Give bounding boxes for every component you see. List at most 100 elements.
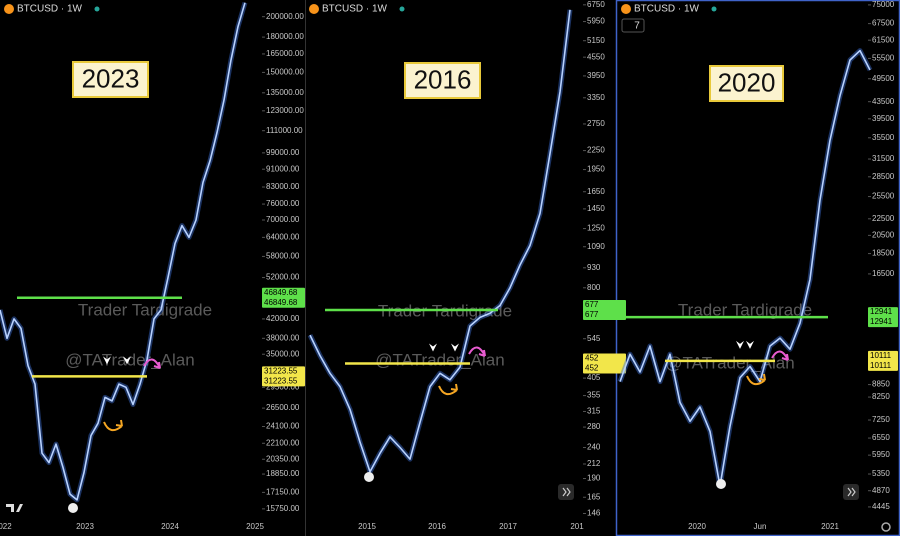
y-tick-label: 52000.00 bbox=[266, 273, 300, 282]
year-box bbox=[709, 65, 784, 102]
time-label: 201 bbox=[570, 522, 584, 531]
badge-box[interactable] bbox=[621, 18, 645, 33]
orange-arrow bbox=[103, 419, 123, 432]
y-tick-label: 165 bbox=[587, 492, 601, 501]
year-label: 2023 bbox=[82, 63, 140, 93]
y-tick-label: 39500 bbox=[872, 114, 895, 123]
y-tick-label: 200000.00 bbox=[266, 12, 304, 21]
y-tick-label: 64000.00 bbox=[266, 232, 300, 241]
y-tick-label: 28500 bbox=[872, 172, 895, 181]
y-tick-label: 1650 bbox=[587, 187, 605, 196]
y-tick-label: 20500 bbox=[872, 230, 895, 239]
panel-title: BTCUSD · 1W bbox=[322, 4, 388, 15]
y-tick-label: 83000.00 bbox=[266, 182, 300, 191]
price-tag-label: 31223.55 bbox=[264, 366, 298, 375]
low-marker bbox=[68, 503, 78, 513]
price-tag bbox=[583, 353, 626, 374]
chart-panel: BTCUSD · 1W Trader Tardigrade @TATrader_Al… bbox=[0, 1, 305, 531]
y-tick-label: 31500 bbox=[872, 154, 895, 163]
pink-arrow bbox=[143, 358, 161, 369]
y-tick-label: 20350.00 bbox=[266, 454, 300, 463]
y-tick-label: 280 bbox=[587, 422, 601, 431]
y-tick-label: 315 bbox=[587, 407, 601, 416]
y-tick-label: 61500 bbox=[872, 35, 895, 44]
top-marker bbox=[451, 343, 459, 352]
y-tick-label: 16500 bbox=[872, 269, 895, 278]
y-tick-label: 18850.00 bbox=[266, 469, 300, 478]
year-box bbox=[404, 62, 481, 99]
y-tick-label: 49500 bbox=[872, 74, 895, 83]
y-tick-label: 355 bbox=[587, 391, 601, 400]
watermark: Trader Tardigrade bbox=[678, 300, 812, 319]
y-tick-label: 70000.00 bbox=[266, 215, 300, 224]
orange-arrow bbox=[746, 373, 766, 386]
y-tick-label: 26500.00 bbox=[266, 403, 300, 412]
watermark: @TATrader_Alan bbox=[65, 350, 194, 369]
time-label: 022 bbox=[0, 522, 12, 531]
y-tick-label: 190 bbox=[587, 474, 601, 483]
y-tick-label: 4445 bbox=[872, 502, 890, 511]
symbol-icon bbox=[4, 4, 14, 14]
time-label: 2015 bbox=[358, 522, 376, 531]
scroll-icon bbox=[562, 487, 571, 497]
watermark: @TATrader_Alan bbox=[665, 353, 794, 372]
low-marker bbox=[716, 479, 726, 489]
price-line bbox=[619, 49, 871, 487]
y-tick-label: 22500 bbox=[872, 214, 895, 223]
year-box bbox=[72, 61, 149, 98]
symbol-icon bbox=[309, 4, 319, 14]
y-tick-label: 111000.00 bbox=[266, 126, 303, 135]
y-tick-label: 135000.00 bbox=[266, 88, 304, 97]
y-tick-label: 42000.00 bbox=[266, 314, 300, 323]
y-tick-label: 930 bbox=[587, 263, 601, 272]
top-marker bbox=[736, 340, 744, 349]
y-tick-label: 18500 bbox=[872, 249, 895, 258]
time-label: 2021 bbox=[821, 522, 839, 531]
y-tick-label: 7250 bbox=[872, 415, 890, 424]
price-tag-label: 46849.68 bbox=[264, 298, 298, 307]
status-dot bbox=[711, 6, 717, 12]
y-tick-label: 75000 bbox=[872, 0, 895, 9]
pink-arrow bbox=[468, 346, 486, 357]
y-tick-label: 1090 bbox=[587, 242, 605, 251]
price-tag-label: 10111 bbox=[870, 361, 892, 370]
settings-icon[interactable] bbox=[881, 522, 891, 532]
y-tick-label: 5950 bbox=[872, 450, 890, 459]
price-tag-label: 46849.68 bbox=[264, 288, 298, 297]
y-tick-label: 35000.00 bbox=[266, 349, 300, 358]
price-tag-label: 677 bbox=[585, 310, 599, 319]
y-tick-label: 165000.00 bbox=[266, 49, 304, 58]
y-tick-label: 180000.00 bbox=[266, 32, 304, 41]
time-label: 2017 bbox=[499, 522, 517, 531]
time-label: 2023 bbox=[76, 522, 94, 531]
y-tick-label: 8250 bbox=[872, 392, 890, 401]
y-tick-label: 38000.00 bbox=[266, 333, 300, 342]
y-tick-label: 545 bbox=[587, 334, 601, 343]
price-tag-label: 12941 bbox=[870, 307, 893, 316]
top-marker bbox=[746, 340, 754, 349]
y-tick-label: 6550 bbox=[872, 433, 890, 442]
watermark: Trader Tardigrade bbox=[78, 300, 212, 319]
top-marker bbox=[103, 356, 111, 365]
y-tick-label: 55500 bbox=[872, 54, 895, 63]
panel-title: BTCUSD · 1W bbox=[17, 4, 83, 15]
price-tag-label: 31223.55 bbox=[264, 376, 298, 385]
y-tick-label: 3350 bbox=[587, 93, 605, 102]
price-tag-label: 452 bbox=[585, 364, 599, 373]
y-tick-label: 800 bbox=[587, 283, 601, 292]
y-tick-label: 67500 bbox=[872, 19, 895, 28]
y-tick-label: 8850 bbox=[872, 380, 890, 389]
price-tag-label: 12941 bbox=[870, 317, 893, 326]
status-dot bbox=[94, 6, 100, 12]
scroll-icon bbox=[847, 487, 856, 497]
time-label: 2020 bbox=[688, 522, 706, 531]
price-tag-label: 10111 bbox=[870, 351, 892, 360]
price-line bbox=[0, 2, 246, 501]
price-tag bbox=[583, 299, 626, 320]
y-tick-label: 5350 bbox=[872, 469, 890, 478]
year-label: 2016 bbox=[414, 64, 472, 94]
y-tick-label: 35500 bbox=[872, 133, 895, 142]
time-label: 2016 bbox=[428, 522, 446, 531]
